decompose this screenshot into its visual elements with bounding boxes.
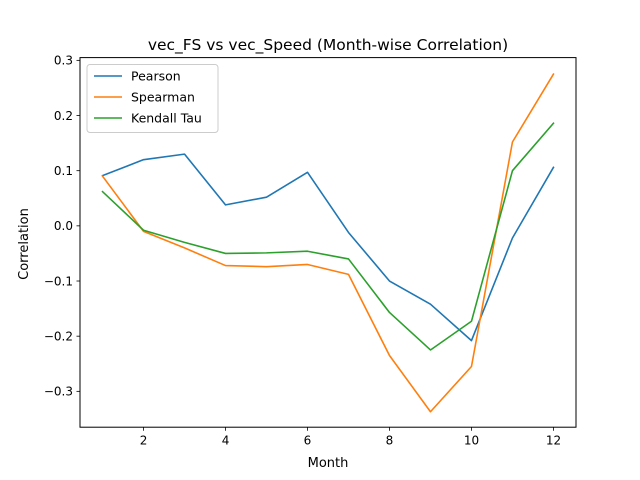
x-axis-label: Month — [308, 456, 349, 471]
x-tick-label: 6 — [304, 434, 312, 448]
y-tick-label: −0.1 — [44, 274, 73, 288]
legend-label-3: Kendall Tau — [131, 111, 202, 126]
y-axis-label: Correlation — [17, 208, 32, 280]
y-tick-label: −0.2 — [44, 329, 73, 343]
x-tick-label: 8 — [386, 434, 394, 448]
y-tick-label: 0.1 — [54, 164, 73, 178]
y-tick-label: 0.0 — [54, 219, 73, 233]
series-line-3 — [101, 122, 555, 351]
legend-label-1: Pearson — [131, 69, 181, 84]
x-tick-label: 12 — [546, 434, 561, 448]
y-tick-label: 0.3 — [54, 54, 73, 68]
y-tick-label: −0.3 — [44, 385, 73, 399]
series-line-2 — [101, 73, 555, 413]
legend-box — [86, 64, 219, 133]
legend: Pearson Spearman Kendall Tau — [86, 64, 219, 133]
chart-title: vec_FS vs vec_Speed (Month-wise Correlat… — [148, 36, 508, 55]
y-tick-label: 0.2 — [54, 109, 73, 123]
plot-frame — [79, 57, 577, 428]
legend-label-2: Spearman — [131, 90, 195, 105]
x-tick-label: 2 — [140, 434, 148, 448]
x-tick-label: 10 — [464, 434, 479, 448]
series-line-1 — [101, 153, 555, 342]
ticks-layer: 2 4 6 8 10 12 −0.3 −0.2 −0.1 0.0 0.1 0.2 0.3 — [44, 54, 561, 448]
series-layer — [101, 73, 555, 413]
x-tick-label: 4 — [222, 434, 230, 448]
